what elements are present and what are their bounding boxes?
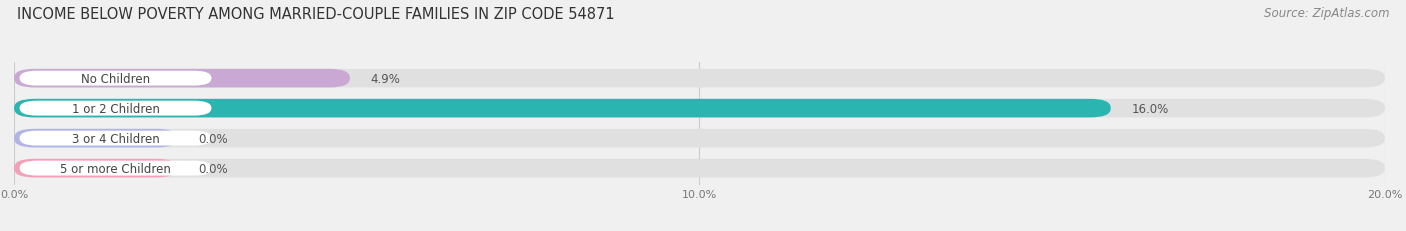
Text: 3 or 4 Children: 3 or 4 Children [72, 132, 159, 145]
FancyBboxPatch shape [14, 99, 1111, 118]
FancyBboxPatch shape [14, 129, 177, 148]
Text: INCOME BELOW POVERTY AMONG MARRIED-COUPLE FAMILIES IN ZIP CODE 54871: INCOME BELOW POVERTY AMONG MARRIED-COUPL… [17, 7, 614, 22]
Text: No Children: No Children [82, 72, 150, 85]
Text: 16.0%: 16.0% [1132, 102, 1168, 115]
FancyBboxPatch shape [14, 159, 177, 178]
FancyBboxPatch shape [20, 71, 211, 86]
Text: Source: ZipAtlas.com: Source: ZipAtlas.com [1264, 7, 1389, 20]
FancyBboxPatch shape [20, 101, 211, 116]
Text: 5 or more Children: 5 or more Children [60, 162, 172, 175]
FancyBboxPatch shape [20, 161, 211, 176]
Text: 1 or 2 Children: 1 or 2 Children [72, 102, 159, 115]
FancyBboxPatch shape [14, 159, 1385, 178]
FancyBboxPatch shape [14, 70, 1385, 88]
FancyBboxPatch shape [14, 70, 350, 88]
Text: 4.9%: 4.9% [371, 72, 401, 85]
FancyBboxPatch shape [14, 129, 1385, 148]
FancyBboxPatch shape [14, 99, 1385, 118]
FancyBboxPatch shape [20, 131, 211, 146]
Text: 0.0%: 0.0% [198, 162, 228, 175]
Text: 0.0%: 0.0% [198, 132, 228, 145]
